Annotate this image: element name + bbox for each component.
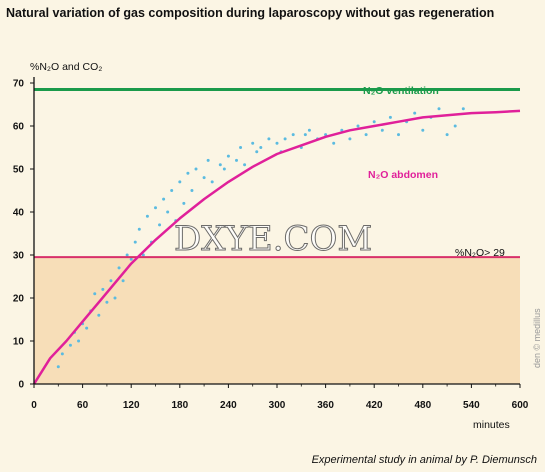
chart-title: Natural variation of gas composition dur… bbox=[6, 6, 495, 20]
series-line-n2o-abdomen bbox=[32, 109, 521, 385]
scatter-point bbox=[283, 137, 287, 141]
scatter-point bbox=[186, 171, 190, 175]
scatter-point bbox=[101, 287, 105, 291]
scatter-point bbox=[121, 279, 125, 283]
scatter-point bbox=[182, 201, 186, 205]
scatter-series bbox=[56, 107, 465, 369]
scatter-point bbox=[421, 128, 425, 132]
scatter-point bbox=[222, 167, 226, 171]
scatter-point bbox=[137, 227, 141, 231]
scatter-point bbox=[190, 189, 194, 192]
scatter-point bbox=[194, 167, 198, 171]
annotation-threshold: %N₂O> 29 bbox=[455, 247, 505, 259]
annotation-n2o-ventilation: N₂O ventilation bbox=[363, 85, 439, 97]
scatter-point bbox=[210, 180, 214, 184]
threshold-zone bbox=[34, 257, 520, 384]
axes: 0 10 20 30 40 50 60 70 0 60 120 180 240 300 360 420 480 5… bbox=[13, 77, 529, 411]
scatter-point bbox=[162, 197, 166, 201]
scatter-point bbox=[129, 257, 133, 261]
scatter-point bbox=[397, 133, 400, 137]
scatter-point bbox=[332, 141, 336, 145]
credit-text: den © medillus bbox=[532, 308, 542, 368]
scatter-point bbox=[235, 158, 238, 162]
x-tick-label: 240 bbox=[220, 400, 237, 411]
scatter-point bbox=[56, 365, 60, 369]
x-tick-label: 60 bbox=[77, 400, 89, 411]
scatter-point bbox=[141, 253, 145, 257]
scatter-point bbox=[125, 253, 129, 257]
scatter-point bbox=[113, 296, 117, 300]
y-tick-label: 60 bbox=[13, 122, 25, 133]
x-tick-label: 300 bbox=[269, 400, 286, 411]
x-tick-label: 0 bbox=[31, 400, 37, 411]
scatter-point bbox=[77, 339, 81, 343]
y-axis-label: %N₂O and CO₂ bbox=[30, 61, 102, 73]
scatter-point bbox=[413, 111, 417, 115]
x-tick-label: 180 bbox=[171, 400, 188, 411]
scatter-point bbox=[133, 240, 137, 244]
x-tick-label: 540 bbox=[463, 400, 480, 411]
scatter-point bbox=[145, 214, 149, 218]
scatter-point bbox=[170, 189, 174, 192]
scatter-point bbox=[275, 141, 279, 145]
scatter-point bbox=[251, 141, 255, 145]
scatter-point bbox=[158, 223, 162, 227]
y-tick-label: 70 bbox=[13, 79, 25, 90]
scatter-point bbox=[97, 313, 101, 317]
y-tick-label: 0 bbox=[18, 380, 24, 391]
watermark: DXYE.COM bbox=[174, 219, 372, 259]
y-tick-label: 50 bbox=[13, 165, 25, 176]
footer-citation: Experimental study in animal by P. Diemu… bbox=[311, 454, 537, 466]
scatter-point bbox=[372, 120, 376, 124]
scatter-point bbox=[243, 163, 247, 167]
scatter-point bbox=[218, 163, 222, 167]
scatter-point bbox=[445, 133, 449, 137]
scatter-point bbox=[259, 146, 263, 149]
scatter-point bbox=[380, 128, 384, 132]
scatter-point bbox=[255, 150, 259, 154]
scatter-point bbox=[388, 115, 392, 119]
scatter-point bbox=[356, 124, 360, 128]
scatter-point bbox=[226, 154, 230, 158]
x-tick-label: 480 bbox=[414, 400, 431, 411]
scatter-point bbox=[60, 352, 64, 356]
x-tick-label: 600 bbox=[512, 400, 529, 411]
scatter-point bbox=[291, 133, 295, 137]
scatter-point bbox=[303, 133, 307, 137]
x-tick-label: 420 bbox=[366, 400, 383, 411]
scatter-point bbox=[453, 124, 457, 128]
y-tick-label: 40 bbox=[13, 208, 25, 219]
scatter-point bbox=[93, 292, 97, 296]
scatter-point bbox=[154, 206, 157, 210]
scatter-point bbox=[239, 146, 243, 149]
scatter-point bbox=[267, 137, 271, 141]
scatter-point bbox=[364, 133, 368, 137]
scatter-point bbox=[206, 158, 210, 162]
y-tick-label: 30 bbox=[13, 251, 25, 262]
scatter-point bbox=[85, 326, 89, 330]
scatter-point bbox=[307, 128, 311, 132]
scatter-point bbox=[105, 300, 109, 304]
x-tick-label: 120 bbox=[123, 400, 140, 411]
scatter-point bbox=[166, 210, 170, 214]
annotation-n2o-abdomen: N₂O abdomen bbox=[368, 169, 438, 181]
scatter-point bbox=[109, 279, 113, 283]
y-tick-label: 10 bbox=[13, 337, 25, 348]
scatter-point bbox=[437, 107, 441, 111]
scatter-point bbox=[202, 176, 206, 180]
scatter-point bbox=[461, 107, 465, 111]
x-axis-label: minutes bbox=[473, 419, 510, 431]
scatter-point bbox=[348, 137, 352, 141]
scatter-point bbox=[68, 343, 72, 347]
y-tick-label: 20 bbox=[13, 294, 25, 305]
x-tick-label: 360 bbox=[317, 400, 334, 411]
scatter-point bbox=[178, 180, 182, 184]
scatter-point bbox=[117, 266, 121, 270]
